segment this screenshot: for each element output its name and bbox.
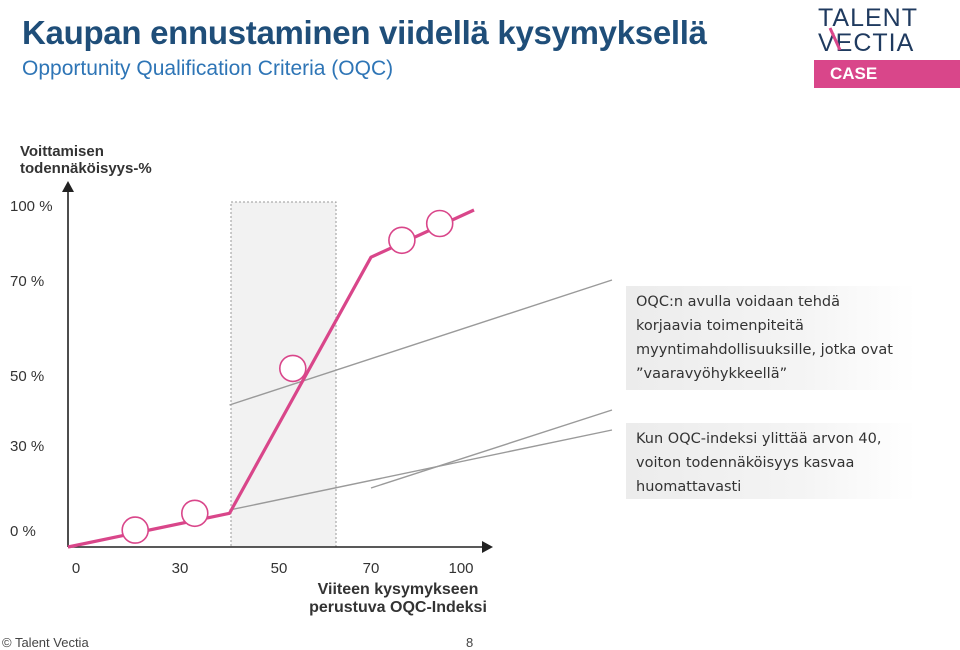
annotation-connector: [229, 279, 613, 406]
talent-vectia-logo: TALENT VECTIA: [818, 4, 918, 54]
case-badge: CASE: [814, 60, 960, 88]
annotation-connector: [229, 429, 613, 511]
x-tick-label: 70: [363, 560, 380, 577]
y-tick-label: 0 %: [10, 523, 36, 540]
y-tick-label: 30 %: [10, 438, 44, 455]
y-tick-label: 70 %: [10, 273, 44, 290]
data-point-marker: [121, 516, 149, 544]
data-point-marker: [181, 499, 209, 528]
footer-copyright: © Talent Vectia: [2, 635, 89, 650]
logo-text-top: TALENT: [818, 4, 918, 32]
x-tick-label: 50: [271, 560, 288, 577]
page-title: Kaupan ennustaminen viidellä kysymyksell…: [22, 14, 707, 51]
data-point-marker: [278, 354, 307, 383]
page-subtitle: Opportunity Qualification Criteria (OQC): [22, 57, 394, 80]
page-number: 8: [466, 635, 474, 650]
annotation-threshold: Kun OQC-indeksi ylittää arvon 40, voiton…: [626, 423, 916, 499]
annotation-connector: [370, 409, 613, 489]
annotation-danger-zone: OQC:n avulla voidaan tehdä korjaavia toi…: [626, 286, 916, 390]
x-axis-arrow: [482, 541, 493, 553]
x-tick-label: 0: [72, 560, 80, 577]
x-axis-title: Viiteen kysymykseen perustuva OQC-Indeks…: [309, 581, 487, 616]
y-tick-label: 50 %: [10, 368, 44, 385]
y-axis-arrow: [62, 181, 74, 192]
x-tick-label: 100: [448, 560, 473, 577]
y-axis-title: Voittamisen todennäköisyys-%: [20, 143, 152, 177]
y-tick-label: 100 %: [10, 198, 53, 215]
x-tick-label: 30: [172, 560, 189, 577]
logo-accent-stroke: [828, 27, 842, 51]
data-point-marker: [388, 226, 416, 255]
data-point-marker: [425, 209, 454, 238]
